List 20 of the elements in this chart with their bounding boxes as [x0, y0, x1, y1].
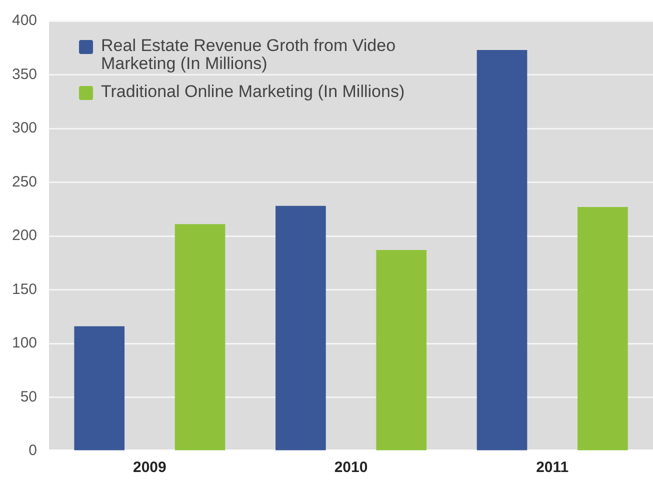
- bar: [578, 206, 628, 450]
- y-tick-label: 100: [12, 334, 38, 352]
- y-tick-label: 50: [20, 388, 38, 406]
- y-tick-label: 400: [12, 12, 38, 30]
- y-tick-label: 250: [12, 173, 38, 190]
- bar: [376, 250, 427, 450]
- x-tick-label: 2011: [536, 459, 569, 476]
- y-tick-label: 200: [12, 227, 38, 244]
- legend-label: Real Estate Revenue Groth from Video Marketing (In Millions): [101, 36, 397, 73]
- bar: [276, 206, 326, 450]
- bar: [476, 50, 528, 450]
- legend-label: Traditional Online Marketing (In Millions): [101, 82, 405, 101]
- y-tick-label: 350: [12, 66, 38, 83]
- x-tick-label: 2009: [133, 459, 166, 476]
- bar: [174, 224, 226, 450]
- y-tick-label: 150: [12, 280, 38, 298]
- y-tick-label: 0: [28, 442, 38, 460]
- bar: [74, 326, 125, 450]
- x-tick-label: 2010: [334, 459, 368, 476]
- y-tick-label: 300: [12, 120, 38, 137]
